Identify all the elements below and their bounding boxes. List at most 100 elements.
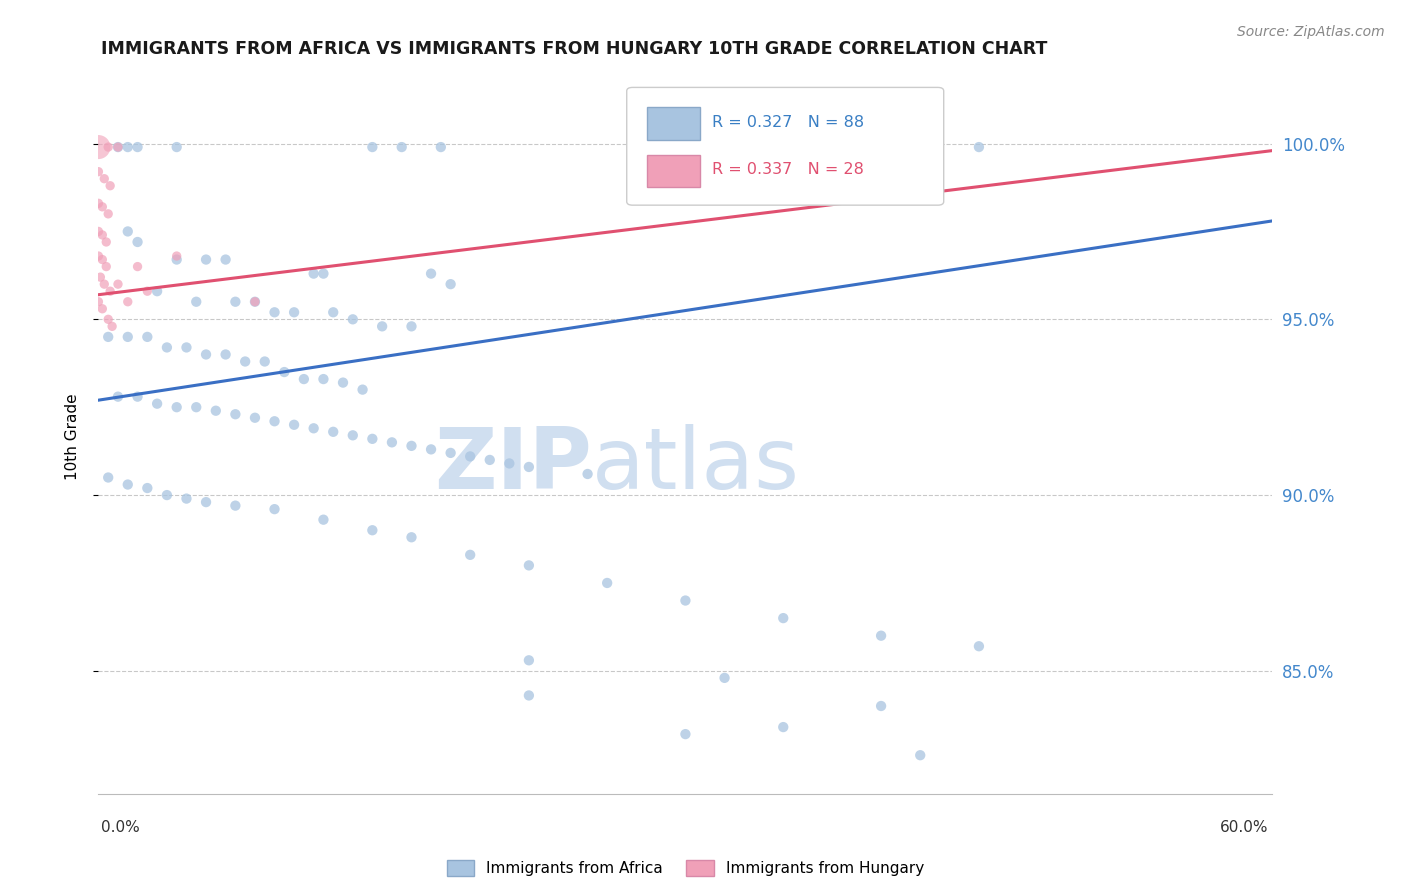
Bar — [647, 107, 700, 139]
Point — [136, 284, 159, 298]
Point — [430, 140, 453, 154]
Point — [97, 312, 120, 326]
Point — [401, 530, 423, 544]
Text: Source: ZipAtlas.com: Source: ZipAtlas.com — [1237, 25, 1385, 39]
Point — [332, 376, 354, 390]
Point — [96, 260, 118, 274]
Point — [401, 319, 423, 334]
Point — [136, 330, 159, 344]
Point — [117, 140, 139, 154]
Point — [361, 523, 384, 537]
Point — [97, 207, 120, 221]
Point — [440, 277, 463, 292]
Point — [870, 698, 893, 713]
Point — [127, 390, 149, 404]
Point — [224, 499, 246, 513]
Text: R = 0.327   N = 88: R = 0.327 N = 88 — [713, 115, 865, 130]
Point — [127, 260, 149, 274]
Point — [517, 689, 540, 703]
Point — [401, 439, 423, 453]
Point — [98, 178, 121, 193]
Point — [107, 277, 129, 292]
Point — [243, 410, 266, 425]
Point — [166, 249, 188, 263]
Point — [498, 457, 520, 471]
Y-axis label: 10th Grade: 10th Grade — [65, 393, 80, 481]
Point — [517, 558, 540, 573]
Point — [772, 720, 794, 734]
Point — [96, 235, 118, 249]
Point — [117, 477, 139, 491]
Point — [458, 548, 481, 562]
FancyBboxPatch shape — [627, 87, 943, 205]
Point — [292, 372, 315, 386]
Text: atlas: atlas — [592, 424, 800, 508]
Point — [214, 347, 236, 361]
Point — [517, 459, 540, 474]
Point — [176, 341, 198, 355]
Point — [97, 470, 120, 484]
Point — [166, 140, 188, 154]
Point — [87, 164, 110, 178]
Point — [967, 140, 990, 154]
Point — [713, 671, 735, 685]
Point — [458, 450, 481, 464]
Legend: Immigrants from Africa, Immigrants from Hungary: Immigrants from Africa, Immigrants from … — [440, 854, 931, 882]
Point — [93, 171, 115, 186]
Point — [195, 495, 218, 509]
Text: IMMIGRANTS FROM AFRICA VS IMMIGRANTS FROM HUNGARY 10TH GRADE CORRELATION CHART: IMMIGRANTS FROM AFRICA VS IMMIGRANTS FRO… — [101, 40, 1047, 58]
Point — [101, 319, 124, 334]
Point — [87, 140, 110, 154]
Text: R = 0.337   N = 28: R = 0.337 N = 28 — [713, 162, 865, 177]
Point — [420, 267, 443, 281]
Point — [910, 748, 932, 763]
Point — [263, 502, 285, 516]
Point — [156, 488, 179, 502]
Point — [87, 224, 110, 238]
Point — [675, 727, 697, 741]
Point — [146, 397, 169, 411]
Point — [91, 252, 114, 267]
Point — [517, 653, 540, 667]
Point — [440, 446, 463, 460]
Point — [117, 224, 139, 238]
Point — [391, 140, 413, 154]
Point — [322, 425, 344, 439]
Point — [97, 330, 120, 344]
Point — [312, 513, 335, 527]
Point — [98, 284, 121, 298]
Point — [361, 432, 384, 446]
Point — [156, 341, 179, 355]
Point — [371, 319, 394, 334]
Point — [420, 442, 443, 457]
Text: 60.0%: 60.0% — [1220, 821, 1268, 835]
Point — [195, 252, 218, 267]
Point — [253, 354, 276, 368]
Point — [273, 365, 295, 379]
Point — [381, 435, 404, 450]
Point — [302, 421, 325, 435]
Point — [136, 481, 159, 495]
Point — [283, 417, 305, 432]
Point — [91, 301, 114, 316]
Point — [312, 267, 335, 281]
Point — [302, 267, 325, 281]
Point — [675, 593, 697, 607]
Point — [342, 312, 364, 326]
Bar — [647, 155, 700, 187]
Point — [243, 294, 266, 309]
Point — [772, 611, 794, 625]
Point — [176, 491, 198, 506]
Point — [263, 305, 285, 319]
Point — [576, 467, 599, 481]
Point — [263, 414, 285, 428]
Point — [146, 284, 169, 298]
Point — [224, 294, 246, 309]
Point — [117, 330, 139, 344]
Point — [283, 305, 305, 319]
Point — [93, 277, 115, 292]
Point — [870, 629, 893, 643]
Point — [166, 252, 188, 267]
Point — [107, 390, 129, 404]
Point — [214, 252, 236, 267]
